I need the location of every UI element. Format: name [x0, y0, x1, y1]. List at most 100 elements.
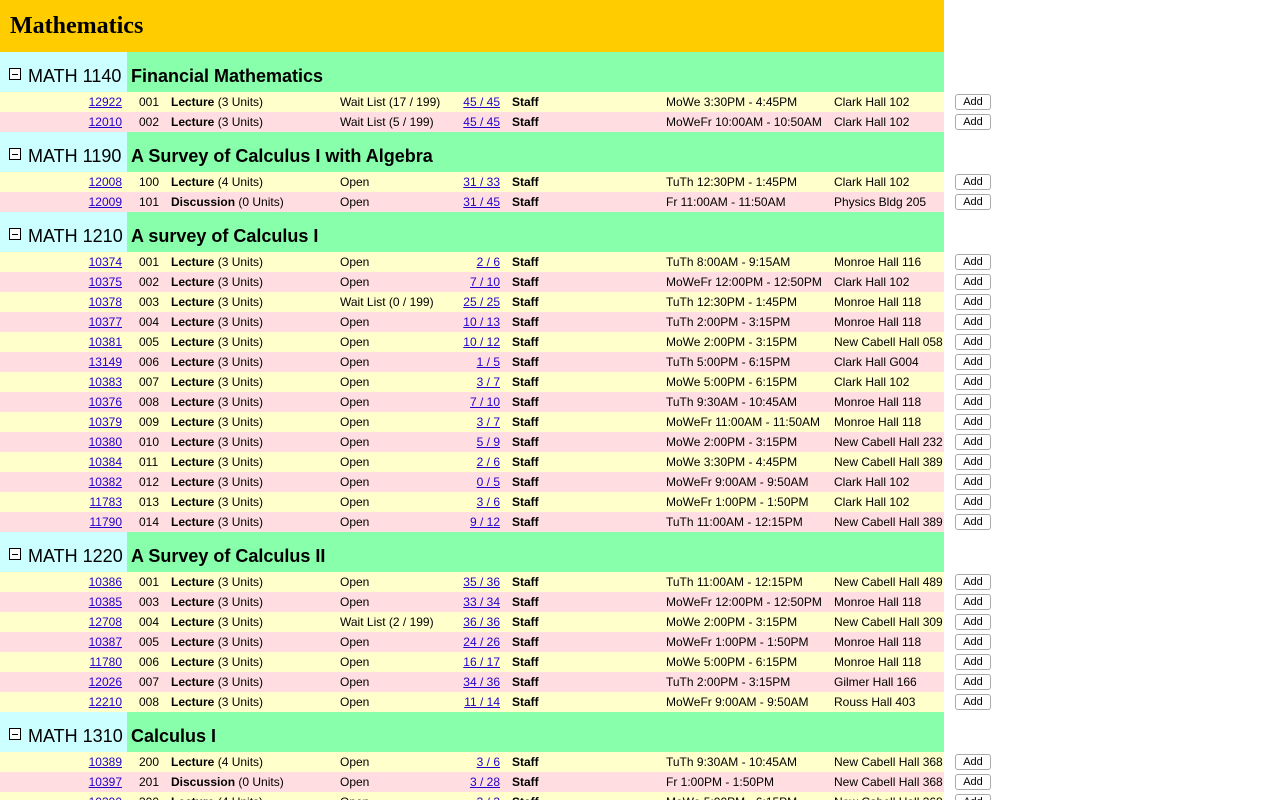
course-title: Financial Mathematics: [131, 66, 324, 86]
add-button[interactable]: Add: [955, 194, 991, 210]
units: (3 Units): [217, 675, 264, 689]
add-button[interactable]: Add: [955, 514, 991, 530]
add-button[interactable]: Add: [955, 394, 991, 410]
enrollment-link[interactable]: 16 / 17: [463, 655, 500, 669]
add-button[interactable]: Add: [955, 114, 991, 130]
enrollment-cell: 2 / 6: [477, 452, 500, 472]
add-button[interactable]: Add: [955, 294, 991, 310]
course-code: MATH 1310: [28, 726, 123, 746]
enrollment-link[interactable]: 11 / 14: [464, 695, 500, 709]
add-button[interactable]: Add: [955, 494, 991, 510]
class-number-link[interactable]: 10387: [88, 635, 122, 649]
add-button[interactable]: Add: [955, 474, 991, 490]
add-button[interactable]: Add: [955, 674, 991, 690]
enrollment-link[interactable]: 34 / 36: [463, 675, 500, 689]
component-cell: Lecture (3 Units): [171, 292, 263, 312]
class-number-link[interactable]: 10379: [88, 415, 122, 429]
add-button[interactable]: Add: [955, 254, 991, 270]
add-button[interactable]: Add: [955, 314, 991, 330]
class-number-link[interactable]: 12008: [88, 175, 122, 189]
class-number-link[interactable]: 10376: [88, 395, 122, 409]
class-number-link[interactable]: 10375: [88, 275, 122, 289]
add-button[interactable]: Add: [955, 654, 991, 670]
course-title: A survey of Calculus I: [131, 226, 319, 246]
collapse-icon[interactable]: [9, 728, 21, 740]
enrollment-link[interactable]: 45 / 45: [463, 95, 500, 109]
course-title: A Survey of Calculus I with Algebra: [131, 146, 433, 166]
add-button[interactable]: Add: [955, 614, 991, 630]
enrollment-link[interactable]: 25 / 25: [463, 295, 500, 309]
add-button[interactable]: Add: [955, 754, 991, 770]
enrollment-link[interactable]: 3 / 7: [476, 375, 500, 389]
add-button[interactable]: Add: [955, 434, 991, 450]
add-button[interactable]: Add: [955, 794, 991, 800]
add-button[interactable]: Add: [955, 574, 991, 590]
collapse-icon[interactable]: [9, 548, 21, 560]
section-row: 12010 002 Lecture (3 Units) Wait List (5 / …: [0, 112, 944, 132]
class-number-link[interactable]: 12026: [88, 675, 122, 689]
add-button[interactable]: Add: [955, 274, 991, 290]
add-button[interactable]: Add: [955, 454, 991, 470]
enrollment-link[interactable]: 2 / 6: [476, 255, 500, 269]
add-button[interactable]: Add: [955, 774, 991, 790]
class-number-link[interactable]: 10383: [88, 375, 122, 389]
enrollment-link[interactable]: 36 / 36: [463, 615, 500, 629]
class-number-link[interactable]: 10380: [88, 435, 122, 449]
enrollment-link[interactable]: 5 / 9: [476, 435, 500, 449]
class-number-link[interactable]: 10384: [88, 455, 122, 469]
add-button[interactable]: Add: [955, 334, 991, 350]
class-number-link[interactable]: 10385: [88, 595, 122, 609]
class-number-link[interactable]: 12922: [88, 95, 122, 109]
enrollment-link[interactable]: 35 / 36: [463, 575, 500, 589]
class-number-link[interactable]: 12009: [88, 195, 122, 209]
enrollment-link[interactable]: 10 / 12: [463, 335, 500, 349]
enrollment-link[interactable]: 9 / 12: [469, 515, 500, 529]
class-number-link[interactable]: 13149: [88, 355, 122, 369]
enrollment-link[interactable]: 2 / 6: [476, 455, 500, 469]
add-button[interactable]: Add: [955, 94, 991, 110]
class-number-link[interactable]: 12210: [88, 695, 122, 709]
enrollment-link[interactable]: 33 / 34: [463, 595, 500, 609]
class-number-link[interactable]: 10389: [88, 755, 122, 769]
class-number-link[interactable]: 10397: [88, 775, 122, 789]
add-button[interactable]: Add: [955, 594, 991, 610]
enrollment-link[interactable]: 7 / 10: [469, 395, 500, 409]
add-button[interactable]: Add: [955, 694, 991, 710]
enrollment-link[interactable]: 3 / 28: [469, 775, 500, 789]
meeting-time: MoWe 2:00PM - 3:15PM: [666, 615, 798, 629]
class-number-cell: 10387: [89, 632, 122, 652]
add-button[interactable]: Add: [955, 174, 991, 190]
class-number-link[interactable]: 11783: [89, 495, 122, 509]
add-button[interactable]: Add: [955, 414, 991, 430]
enrollment-link[interactable]: 31 / 45: [463, 195, 500, 209]
class-number-link[interactable]: 10382: [88, 475, 122, 489]
enrollment-link[interactable]: 10 / 13: [463, 315, 500, 329]
enrollment-link[interactable]: 3 / 3: [477, 795, 500, 800]
class-number-link[interactable]: 12708: [88, 615, 122, 629]
class-number-link[interactable]: 10386: [88, 575, 122, 589]
class-number-link[interactable]: 11790: [89, 515, 122, 529]
add-button[interactable]: Add: [955, 374, 991, 390]
enrollment-link[interactable]: 7 / 10: [469, 275, 500, 289]
collapse-icon[interactable]: [9, 228, 21, 240]
class-number-link[interactable]: 10378: [88, 295, 122, 309]
enrollment-link[interactable]: 0 / 5: [476, 475, 500, 489]
class-number-link[interactable]: 10390: [89, 795, 122, 800]
add-button[interactable]: Add: [955, 634, 991, 650]
collapse-icon[interactable]: [9, 68, 21, 80]
class-number-link[interactable]: 11780: [89, 655, 122, 669]
enrollment-link[interactable]: 1 / 5: [476, 355, 500, 369]
add-button[interactable]: Add: [955, 354, 991, 370]
enrollment-link[interactable]: 3 / 7: [476, 415, 500, 429]
class-number-link[interactable]: 12010: [88, 115, 122, 129]
class-number-link[interactable]: 10374: [88, 255, 122, 269]
collapse-icon[interactable]: [9, 148, 21, 160]
class-number-link[interactable]: 10377: [88, 315, 122, 329]
enrollment-link[interactable]: 45 / 45: [463, 115, 500, 129]
enrollment-link[interactable]: 3 / 6: [476, 495, 500, 509]
class-number-link[interactable]: 10381: [88, 335, 122, 349]
enrollment-link[interactable]: 3 / 6: [476, 755, 500, 769]
enrollment-link[interactable]: 31 / 33: [463, 175, 500, 189]
enrollment-link[interactable]: 24 / 26: [463, 635, 500, 649]
instructor: Staff: [512, 195, 539, 209]
